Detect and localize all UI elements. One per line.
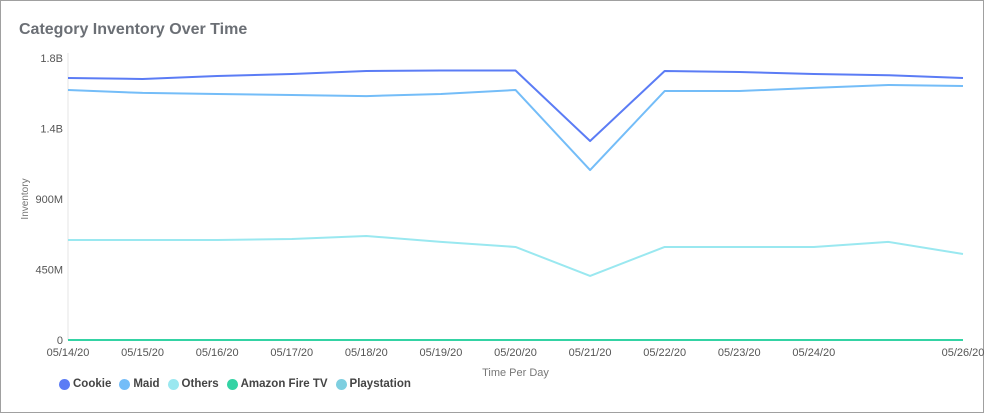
legend-label: Amazon Fire TV [240,378,328,390]
x-tick-label: 05/18/20 [345,347,388,359]
series-line-cookie [67,69,964,143]
legend: Cookie Maid Others Amazon Fire TV Playstatio… [59,378,411,390]
series-line-others [68,234,964,277]
x-tick-label: 05/21/20 [569,347,612,359]
chart-title: Category Inventory Over Time [19,21,248,38]
legend-item-playstation[interactable]: Playstation [335,378,411,390]
y-tick-label: 1.4B [40,124,63,136]
legend-item-maid[interactable]: Maid [119,378,160,390]
legend-item-cookie[interactable]: Cookie [59,378,111,390]
legend-label: Others [181,378,219,390]
series-line-maid [67,83,964,172]
legend-marker [59,378,70,390]
x-tick-label: 05/23/20 [718,347,761,359]
x-axis-title: Time Per Day [482,367,549,379]
legend-item-amazon-fire-tv[interactable]: Amazon Fire TV [226,378,328,390]
x-tick-label: 05/20/20 [494,347,537,359]
legend-marker [119,378,131,390]
y-tick-label: 1.8B [40,53,63,65]
x-tick-label: 05/24/20 [792,347,835,359]
legend-label: Cookie [73,378,112,390]
x-tick-label: 05/26/20 [942,347,984,359]
x-tick-label: 05/22/20 [643,347,686,359]
legend-label: Maid [133,378,160,390]
x-tick-label: 05/14/20 [47,347,90,359]
legend-item-others[interactable]: Others [167,378,219,390]
legend-marker [167,378,179,390]
legend-marker [335,378,347,390]
y-tick-label: 900M [35,194,63,206]
y-tick-label: 450M [35,265,63,277]
legend-label: Playstation [349,378,411,390]
y-tick-label: 0 [57,335,63,347]
x-tick-label: 05/17/20 [270,347,313,359]
x-tick-label: 05/16/20 [196,347,239,359]
x-tick-label: 05/15/20 [121,347,164,359]
x-tick-label: 05/19/20 [420,347,463,359]
y-axis-title: Inventory [20,178,31,219]
legend-marker [226,378,238,390]
